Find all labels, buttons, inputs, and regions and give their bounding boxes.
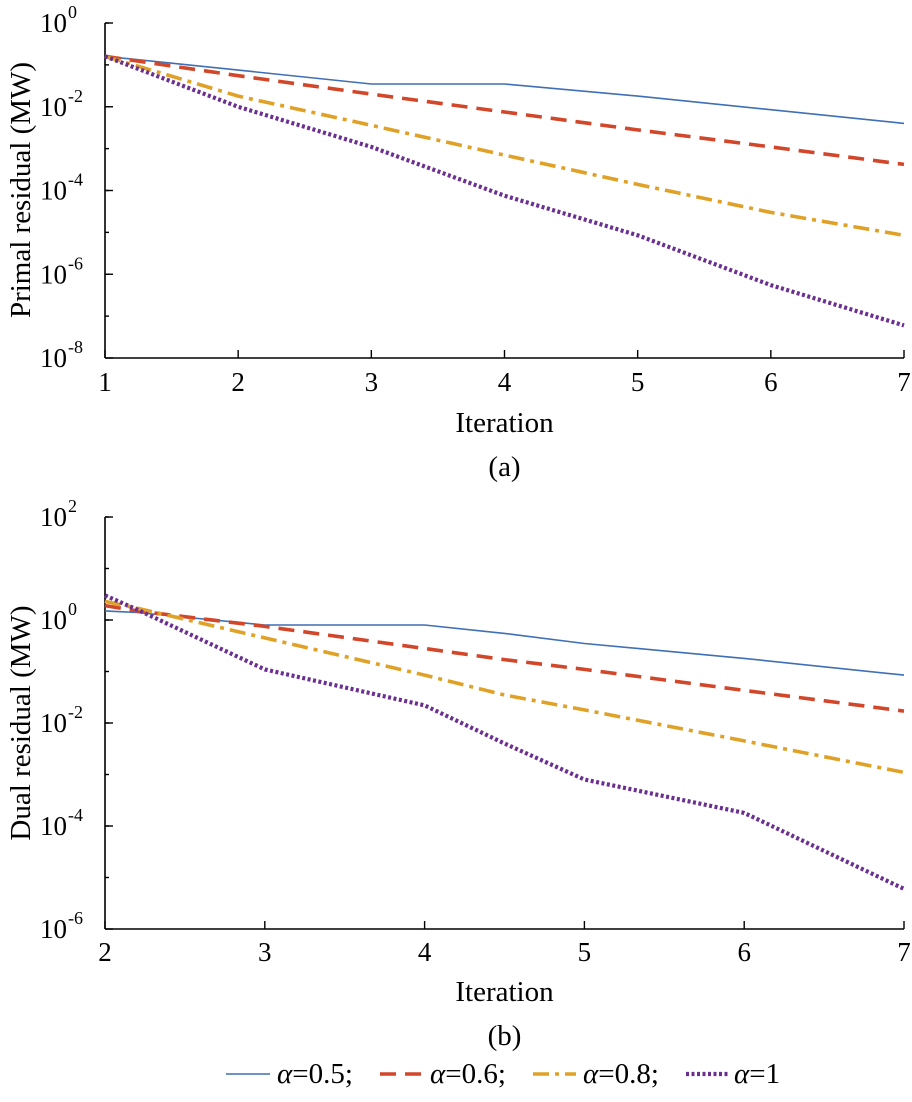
- x-tick-label: 3: [258, 937, 272, 967]
- legend-label-a06: α=0.6;: [430, 1058, 506, 1090]
- series-line-a05: [104, 55, 905, 125]
- y-tick-exponent: 0: [68, 2, 77, 22]
- series-line-a1: [104, 54, 905, 328]
- series-line-a05: [104, 610, 905, 676]
- y-tick-base: 10: [40, 92, 67, 122]
- y-tick-label: 10: [40, 811, 67, 841]
- series-line-a1: [104, 593, 905, 891]
- series-line-a06: [104, 54, 905, 167]
- x-tick-label: 5: [578, 937, 592, 967]
- x-tick-label: 2: [98, 937, 112, 967]
- legend-value: =1: [749, 1058, 780, 1090]
- y-tick-base: 10: [40, 811, 67, 841]
- y-tick-label: 10: [40, 914, 67, 944]
- x-tick-label: 6: [764, 367, 778, 397]
- y-tick-label: 10: [40, 708, 67, 738]
- legend-symbol: α: [583, 1058, 599, 1090]
- y-tick-exponent: -4: [68, 170, 83, 190]
- y-tick-base: 10: [40, 914, 67, 944]
- y-tick-base: 10: [40, 343, 67, 373]
- legend-symbol: α: [277, 1058, 293, 1090]
- y-axis-title: Primal residual (MW): [5, 62, 37, 318]
- x-tick-label: 7: [897, 367, 911, 397]
- y-tick-base: 10: [40, 502, 67, 532]
- y-tick-exponent: -6: [68, 908, 83, 928]
- x-tick-label: 4: [498, 367, 512, 397]
- y-tick-exponent: -8: [68, 337, 83, 357]
- y-tick-exponent: 0: [68, 599, 77, 619]
- panel-label: (a): [488, 451, 520, 483]
- y-tick-label: 10: [40, 259, 67, 289]
- y-tick-label: 10: [40, 502, 67, 532]
- x-tick-label: 5: [631, 367, 645, 397]
- legend-value: =0.8;: [598, 1058, 659, 1090]
- y-tick-base: 10: [40, 8, 67, 38]
- panel-label: (b): [488, 1020, 522, 1052]
- legend-label-a08: α=0.8;: [583, 1058, 659, 1090]
- legend-value: =0.6;: [445, 1058, 506, 1090]
- y-tick-base: 10: [40, 605, 67, 635]
- x-tick-label: 4: [418, 937, 432, 967]
- y-tick-exponent: -2: [68, 702, 83, 722]
- x-tick-label: 6: [737, 937, 751, 967]
- legend-value: =0.5;: [292, 1058, 353, 1090]
- legend: α=0.5; α=0.6; α=0.8; α=1: [226, 1058, 780, 1090]
- y-tick-exponent: -4: [68, 805, 83, 825]
- x-axis-title: Iteration: [455, 407, 554, 439]
- x-axis-title: Iteration: [455, 976, 554, 1008]
- y-tick-exponent: 2: [68, 496, 77, 516]
- y-tick-exponent: -6: [68, 253, 83, 273]
- y-tick-label: 10: [40, 92, 67, 122]
- x-tick-label: 2: [231, 367, 245, 397]
- x-tick-label: 7: [897, 937, 911, 967]
- y-tick-label: 10: [40, 605, 67, 635]
- x-tick-label: 1: [98, 367, 112, 397]
- legend-symbol: α: [734, 1058, 750, 1090]
- y-tick-exponent: -2: [68, 86, 83, 106]
- y-axis-title: Dual residual (MW): [5, 605, 37, 840]
- legend-label-a05: α=0.5;: [277, 1058, 353, 1090]
- y-tick-label: 10: [40, 8, 67, 38]
- series-line-a08: [104, 599, 905, 775]
- legend-label-a1: α=1: [734, 1058, 780, 1090]
- y-tick-label: 10: [40, 343, 67, 373]
- x-tick-label: 3: [365, 367, 379, 397]
- series-line-a08: [104, 54, 905, 238]
- y-tick-base: 10: [40, 708, 67, 738]
- y-tick-base: 10: [40, 259, 67, 289]
- legend-symbol: α: [430, 1058, 446, 1090]
- y-tick-label: 10: [40, 176, 67, 206]
- y-tick-base: 10: [40, 176, 67, 206]
